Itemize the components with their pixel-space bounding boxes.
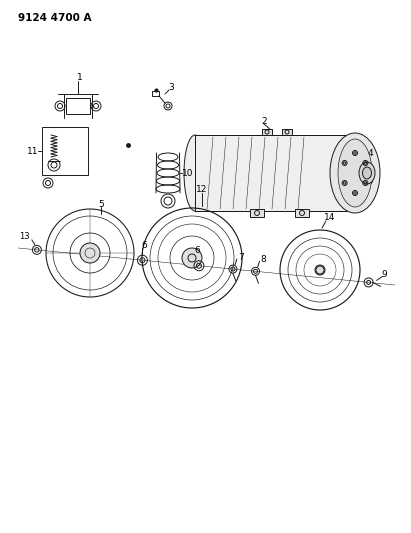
Text: 1: 1	[77, 74, 83, 83]
Ellipse shape	[182, 248, 202, 268]
Text: 3: 3	[168, 84, 174, 93]
Bar	[262, 129, 272, 135]
Ellipse shape	[359, 162, 375, 184]
Text: 7: 7	[238, 253, 244, 262]
Text: 4: 4	[367, 149, 373, 157]
Bar	[282, 129, 292, 135]
Ellipse shape	[363, 167, 372, 179]
Text: 6: 6	[194, 246, 200, 255]
Text: 9124 4700 A: 9124 4700 A	[18, 13, 92, 23]
Bar	[42, 127, 88, 175]
Text: 11: 11	[27, 147, 39, 156]
Ellipse shape	[330, 133, 380, 213]
Ellipse shape	[315, 265, 325, 275]
Text: 10: 10	[182, 168, 194, 177]
Bar	[152, 91, 159, 96]
Ellipse shape	[184, 135, 206, 211]
Text: 9: 9	[382, 270, 388, 279]
Text: 8: 8	[261, 255, 266, 264]
Bar	[250, 209, 264, 217]
Ellipse shape	[338, 139, 372, 207]
Text: 5: 5	[98, 200, 104, 208]
Text: 2: 2	[261, 117, 267, 125]
Bar	[66, 98, 90, 114]
Text: 6: 6	[141, 241, 147, 249]
Bar	[295, 209, 309, 217]
Text: 13: 13	[20, 232, 30, 241]
Text: 12: 12	[196, 185, 208, 195]
Bar	[195, 135, 355, 211]
Ellipse shape	[80, 243, 100, 263]
Text: 14: 14	[324, 214, 336, 222]
